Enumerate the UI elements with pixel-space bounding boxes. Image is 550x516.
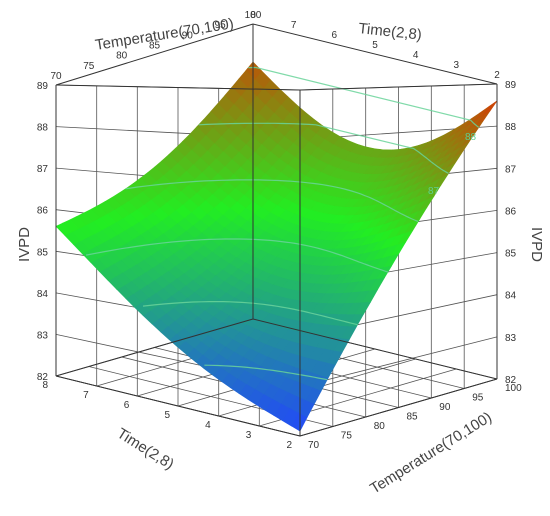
contour-line-87: [198, 122, 449, 174]
ivpd-tick-right-86: 86: [505, 206, 517, 217]
contour-line-86: [125, 179, 419, 223]
ivpd-tick-right-89: 89: [505, 80, 517, 91]
ivpd-tick-left-85: 85: [37, 247, 49, 258]
ivpd-tick-right-87: 87: [505, 164, 517, 175]
time-tick-bottom-7: 7: [83, 390, 89, 401]
time-tick-bottom-6: 6: [124, 400, 130, 411]
frame-edge-5: [55, 84, 301, 91]
temp-tick-top-100: 100: [245, 10, 262, 21]
temp-tick-top-70: 70: [50, 71, 62, 82]
contour-lines: [85, 66, 480, 381]
contour-line-83: [204, 364, 328, 381]
ivpd-tick-right-84: 84: [505, 291, 517, 302]
temp-tick-top-85: 85: [149, 41, 161, 52]
temp-tick-top-80: 80: [116, 51, 128, 62]
temp-tick-top-90: 90: [182, 30, 194, 41]
temp-tick-bottom-95: 95: [472, 393, 484, 404]
contour-line-84: [142, 301, 358, 326]
ivpd-tick-left-87: 87: [37, 164, 49, 175]
temp-tick-top-95: 95: [215, 20, 227, 31]
ivpd-tick-left-84: 84: [37, 289, 49, 300]
temp-tick-bottom-70: 70: [308, 440, 320, 451]
frame-edge-7: [252, 23, 498, 85]
time-tick-top-8: 8: [250, 10, 256, 21]
frame-edge-2: [299, 378, 498, 437]
temp-tick-bottom-90: 90: [439, 402, 451, 413]
temp-tick-bottom-80: 80: [374, 421, 386, 432]
ivpd-tick-left-89: 89: [37, 81, 49, 92]
time-axis-title-bottom: Time(2,8): [114, 425, 177, 473]
ivpd-tick-right-83: 83: [505, 333, 517, 344]
temperature-axis-title-top: Temperature(70,100): [94, 15, 235, 54]
time-axis-title-top: Time(2,8): [358, 20, 423, 44]
ivpd-tick-right-82: 82: [505, 375, 517, 386]
frame-edge-4: [55, 23, 254, 86]
time-tick-top-7: 7: [291, 20, 297, 31]
temp-tick-bottom-100: 100: [505, 383, 522, 394]
ivpd-tick-left-82: 82: [37, 372, 49, 383]
ivpd-tick-left-83: 83: [37, 330, 49, 341]
time-tick-bottom-3: 3: [246, 430, 252, 441]
ivpd-tick-left-88: 88: [37, 123, 49, 134]
time-tick-bottom-5: 5: [164, 410, 170, 421]
contour-label-88: 88: [465, 132, 477, 143]
time-tick-top-5: 5: [372, 40, 378, 51]
temp-tick-bottom-85: 85: [407, 412, 419, 423]
ivpd-tick-left-86: 86: [37, 206, 49, 217]
temp-tick-bottom-75: 75: [341, 431, 353, 442]
contour-line-85: [85, 238, 389, 273]
contour-line-88: [248, 66, 480, 128]
frame-edge-0: [55, 318, 254, 377]
time-tick-top-2: 2: [494, 70, 500, 81]
surface-patch-0: [481, 100, 498, 118]
surface-patch-783: [55, 222, 73, 236]
frame-edge-3: [252, 318, 498, 380]
temperature-axis-title-bottom: Temperature(70,100): [367, 409, 495, 498]
frame-edge-1: [55, 375, 301, 437]
ivpd-axis-title-left: IVPD: [16, 227, 33, 262]
time-tick-top-4: 4: [413, 50, 419, 61]
ivpd-axis-title-right: IVPD: [528, 227, 545, 262]
contour-label-87: 87: [428, 186, 440, 197]
time-tick-top-3: 3: [454, 60, 460, 71]
box-frame: [55, 23, 498, 437]
time-tick-bottom-8: 8: [42, 380, 48, 391]
ivpd-tick-right-85: 85: [505, 249, 517, 260]
ivpd-tick-right-88: 88: [505, 122, 517, 133]
time-tick-bottom-4: 4: [205, 420, 211, 431]
frame-edge-6: [299, 83, 498, 91]
surface: [55, 61, 498, 432]
temp-tick-top-75: 75: [83, 61, 95, 72]
time-tick-top-6: 6: [332, 30, 338, 41]
time-tick-bottom-2: 2: [286, 440, 292, 451]
